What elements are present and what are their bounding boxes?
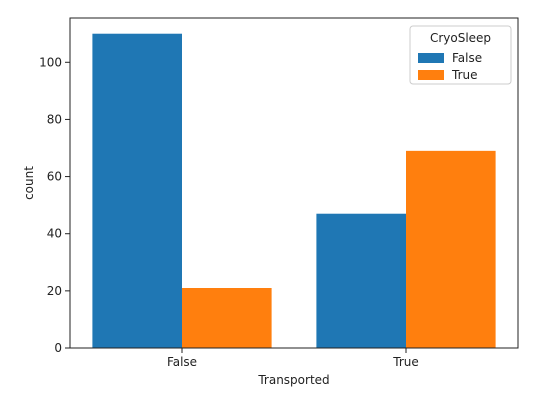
y-tick-label: 40: [47, 227, 62, 241]
legend-label-true: True: [451, 68, 478, 82]
legend-items: False True: [418, 51, 482, 82]
y-axis: 0 20 40 60 80 100: [39, 55, 70, 355]
legend-box: [409, 25, 512, 85]
legend-swatch-false: [418, 53, 444, 63]
y-tick-label: 100: [39, 55, 62, 69]
y-tick-label: 60: [47, 170, 62, 184]
legend: CryoSleep False True: [409, 25, 512, 85]
legend-label-false: False: [452, 51, 482, 65]
x-axis: False True: [167, 348, 419, 369]
y-tick-label: 20: [47, 284, 62, 298]
plot-frame: [69, 17, 519, 349]
x-tick-label: False: [167, 355, 197, 369]
bar-false-true: [182, 288, 272, 348]
bars-group: [92, 33, 496, 348]
legend-title: CryoSleep: [430, 31, 491, 45]
y-tick-label: 80: [47, 112, 62, 126]
y-axis-label: count: [22, 166, 36, 200]
legend-swatch-true: [418, 70, 444, 80]
y-tick-label: 0: [54, 341, 62, 355]
bar-true-false: [316, 213, 406, 348]
x-tick-label: True: [392, 355, 419, 369]
bar-false-false: [92, 33, 182, 348]
x-axis-label: Transported: [257, 373, 329, 387]
bar-true-true: [406, 150, 496, 348]
